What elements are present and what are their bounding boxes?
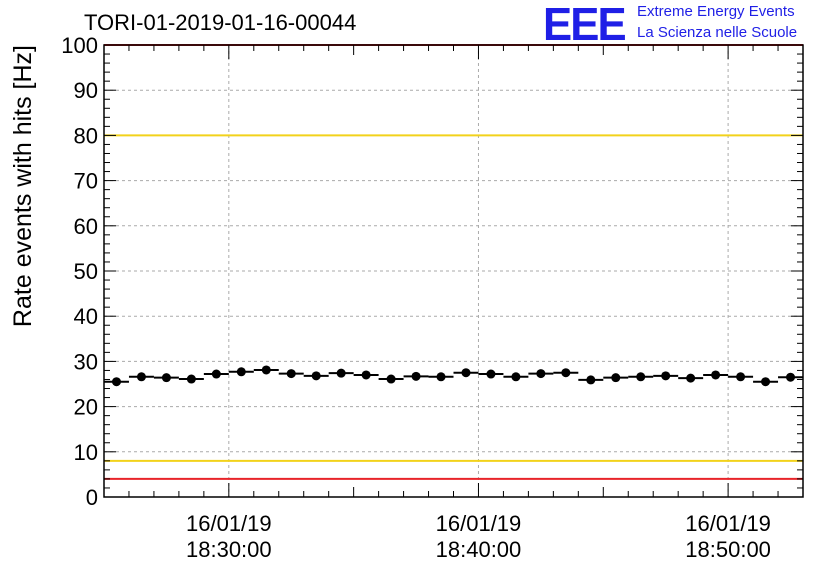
data-point xyxy=(678,373,704,383)
y-tick-label: 70 xyxy=(74,169,98,194)
data-point xyxy=(253,365,279,375)
data-point-marker xyxy=(461,368,471,378)
data-point xyxy=(228,367,254,377)
y-tick-label: 10 xyxy=(74,440,98,465)
data-point xyxy=(203,369,229,379)
x-tick-label-time: 18:30:00 xyxy=(186,537,272,562)
data-point xyxy=(553,368,579,378)
data-point xyxy=(578,375,604,385)
data-point-marker xyxy=(436,372,446,382)
x-tick-label-time: 18:40:00 xyxy=(436,537,522,562)
data-point xyxy=(153,373,179,383)
data-point xyxy=(403,371,429,381)
data-point-marker xyxy=(336,368,346,378)
y-tick-label: 50 xyxy=(74,259,98,284)
data-point xyxy=(603,373,629,383)
data-point-marker xyxy=(111,377,121,387)
data-point-marker xyxy=(736,372,746,382)
logo-subtitle-2: La Scienza nelle Scuole xyxy=(637,24,798,41)
y-tick-label: 60 xyxy=(74,214,98,239)
data-point xyxy=(104,377,129,387)
data-point xyxy=(628,372,654,382)
y-tick-label: 90 xyxy=(74,78,98,103)
y-tick-label: 0 xyxy=(86,485,98,510)
data-point-marker xyxy=(311,371,321,381)
data-point xyxy=(728,372,754,382)
data-point xyxy=(453,368,479,378)
y-tick-label: 80 xyxy=(74,123,98,148)
data-point-marker xyxy=(711,370,721,380)
data-point-marker xyxy=(236,367,246,377)
data-point xyxy=(503,372,529,382)
data-point xyxy=(478,369,504,379)
data-point xyxy=(653,371,679,381)
data-point xyxy=(278,369,304,379)
data-point-marker xyxy=(586,375,596,385)
logo-subtitle-1: Extreme Energy Events xyxy=(637,3,795,20)
data-point xyxy=(703,370,729,380)
data-point xyxy=(328,368,354,378)
data-point-marker xyxy=(136,372,146,382)
data-point-marker xyxy=(186,374,196,384)
data-point-marker xyxy=(661,371,671,381)
x-tick-label-date: 16/01/19 xyxy=(685,511,771,536)
data-point-marker xyxy=(761,377,771,387)
data-point xyxy=(428,372,454,382)
data-point-marker xyxy=(636,372,646,382)
data-point-marker xyxy=(611,373,621,383)
y-tick-label: 40 xyxy=(74,304,98,329)
eee-logo: EEE xyxy=(543,0,627,50)
data-point-marker xyxy=(686,373,696,383)
data-point-marker xyxy=(561,368,571,378)
data-point xyxy=(528,369,554,379)
data-point-marker xyxy=(211,369,221,379)
data-point-marker xyxy=(161,373,171,383)
data-series xyxy=(104,365,803,387)
y-tick-label: 30 xyxy=(74,349,98,374)
data-point xyxy=(353,370,379,380)
data-point xyxy=(753,377,779,387)
grid-layer xyxy=(104,45,803,497)
data-point-marker xyxy=(786,372,796,382)
axis-labels: 010203040506070809010016/01/1918:30:0016… xyxy=(9,33,771,562)
data-point xyxy=(778,372,803,382)
data-point-marker xyxy=(536,369,546,379)
data-point-marker xyxy=(361,370,371,380)
x-tick-label-date: 16/01/19 xyxy=(436,511,522,536)
data-point-marker xyxy=(511,372,521,382)
y-tick-label: 100 xyxy=(61,33,98,58)
data-point xyxy=(178,374,204,384)
chart-title: TORI-01-2019-01-16-00044 xyxy=(84,10,357,35)
y-axis-label: Rate events with hits [Hz] xyxy=(9,45,37,327)
data-point-marker xyxy=(486,369,496,379)
x-tick-label-date: 16/01/19 xyxy=(186,511,272,536)
reference-lines xyxy=(104,44,803,480)
data-point xyxy=(303,371,329,381)
y-tick-label: 20 xyxy=(74,395,98,420)
data-point xyxy=(128,372,154,382)
data-point-marker xyxy=(286,369,296,379)
data-point-marker xyxy=(386,374,396,384)
data-point-marker xyxy=(411,371,421,381)
x-tick-label-time: 18:50:00 xyxy=(685,537,771,562)
data-point xyxy=(378,374,404,384)
axes xyxy=(103,44,804,498)
data-point-marker xyxy=(261,365,271,375)
